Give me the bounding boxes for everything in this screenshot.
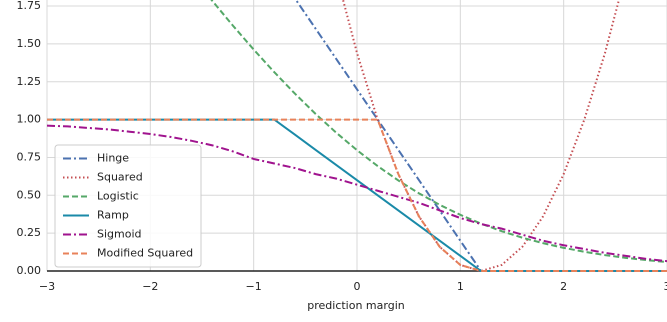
legend-label: Modified Squared bbox=[97, 247, 193, 260]
x-tick-label: 0 bbox=[354, 280, 361, 293]
legend-box bbox=[54, 144, 202, 268]
series-line bbox=[47, 118, 667, 272]
x-tick-label: −3 bbox=[39, 280, 55, 293]
legend-label: Hinge bbox=[97, 152, 129, 165]
legend-label: Sigmoid bbox=[97, 228, 142, 241]
series-line bbox=[47, 124, 667, 263]
y-tick-label: 0.50 bbox=[17, 188, 42, 201]
x-tick-label: −2 bbox=[142, 280, 158, 293]
x-axis-label: prediction margin bbox=[307, 299, 405, 312]
x-tick-label: 3 bbox=[664, 280, 667, 293]
y-tick-label: 0.00 bbox=[17, 264, 42, 277]
series-line bbox=[342, 0, 620, 272]
legend: Hinge Squared Logistic Ramp Sigmoid Modified … bbox=[54, 144, 202, 268]
x-tick-label: 2 bbox=[560, 280, 567, 293]
x-tick-label: −1 bbox=[246, 280, 262, 293]
y-tick-label: 1.75 bbox=[17, 0, 42, 12]
series-line bbox=[210, 0, 667, 264]
x-tick-label: 1 bbox=[457, 280, 464, 293]
y-tick-label: 0.25 bbox=[17, 226, 42, 239]
legend-label: Squared bbox=[97, 171, 143, 184]
y-tick-label: 1.50 bbox=[17, 37, 42, 50]
legend-label: Ramp bbox=[97, 209, 129, 222]
y-tick-label: 1.00 bbox=[17, 113, 42, 126]
y-tick-label: 0.75 bbox=[17, 150, 42, 163]
plot-area bbox=[47, 0, 667, 272]
y-tick-label: 1.25 bbox=[17, 75, 42, 88]
legend-label: Logistic bbox=[97, 190, 139, 203]
